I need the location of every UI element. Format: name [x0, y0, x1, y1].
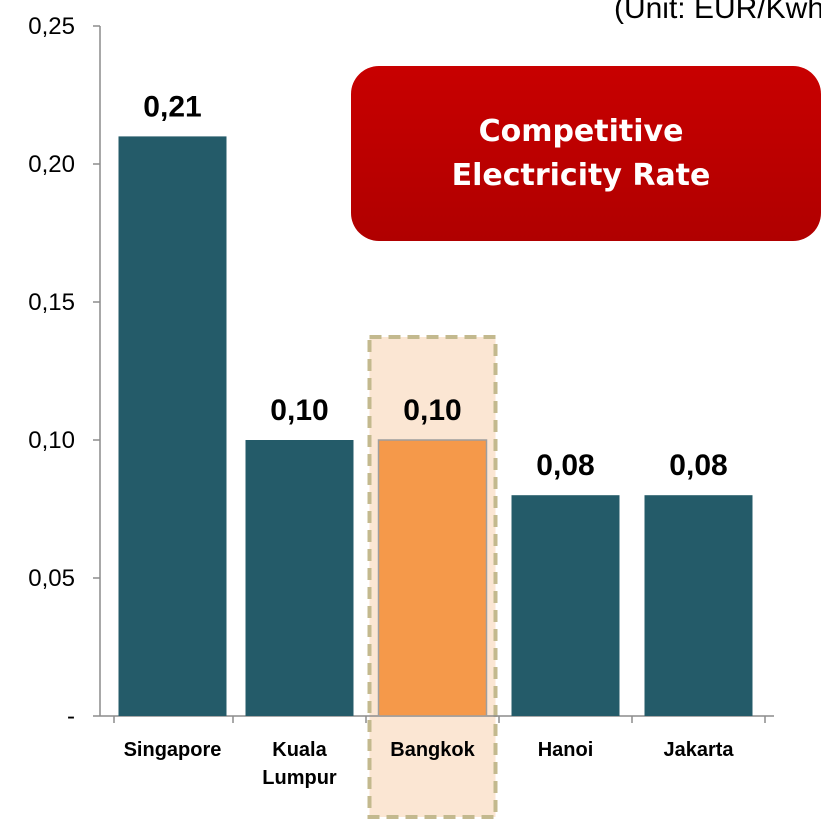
data-label-2: 0,10 — [403, 394, 461, 427]
category-label: Hanoi — [538, 739, 594, 761]
y-tick-label: 0,20 — [28, 151, 75, 178]
unit-label: (Unit: EUR/Kwh) — [614, 0, 821, 25]
category-label: Kuala — [272, 739, 327, 761]
bar-0 — [118, 136, 227, 716]
y-tick-label: 0,10 — [28, 427, 75, 454]
callout-box: Competitive Electricity Rate — [351, 66, 821, 241]
bar-1 — [245, 440, 354, 716]
y-tick-label: 0,15 — [28, 289, 75, 316]
callout-line-2: Electricity Rate — [451, 157, 711, 193]
category-label: Lumpur — [262, 767, 337, 789]
y-tick-label: 0,25 — [28, 13, 75, 40]
data-label-3: 0,08 — [536, 449, 594, 482]
y-tick-label: 0,05 — [28, 565, 75, 592]
category-label: Bangkok — [390, 739, 475, 761]
data-label-0: 0,21 — [143, 90, 201, 123]
data-label-1: 0,10 — [270, 394, 328, 427]
category-label: Jakarta — [663, 739, 734, 761]
category-label: Singapore — [124, 739, 222, 761]
data-label-4: 0,08 — [669, 449, 727, 482]
callout-line-1: Competitive — [478, 113, 684, 149]
y-tick-label: - — [67, 703, 75, 730]
bar-3 — [511, 495, 620, 716]
bar-2 — [377, 439, 488, 717]
bar-4 — [644, 495, 753, 716]
